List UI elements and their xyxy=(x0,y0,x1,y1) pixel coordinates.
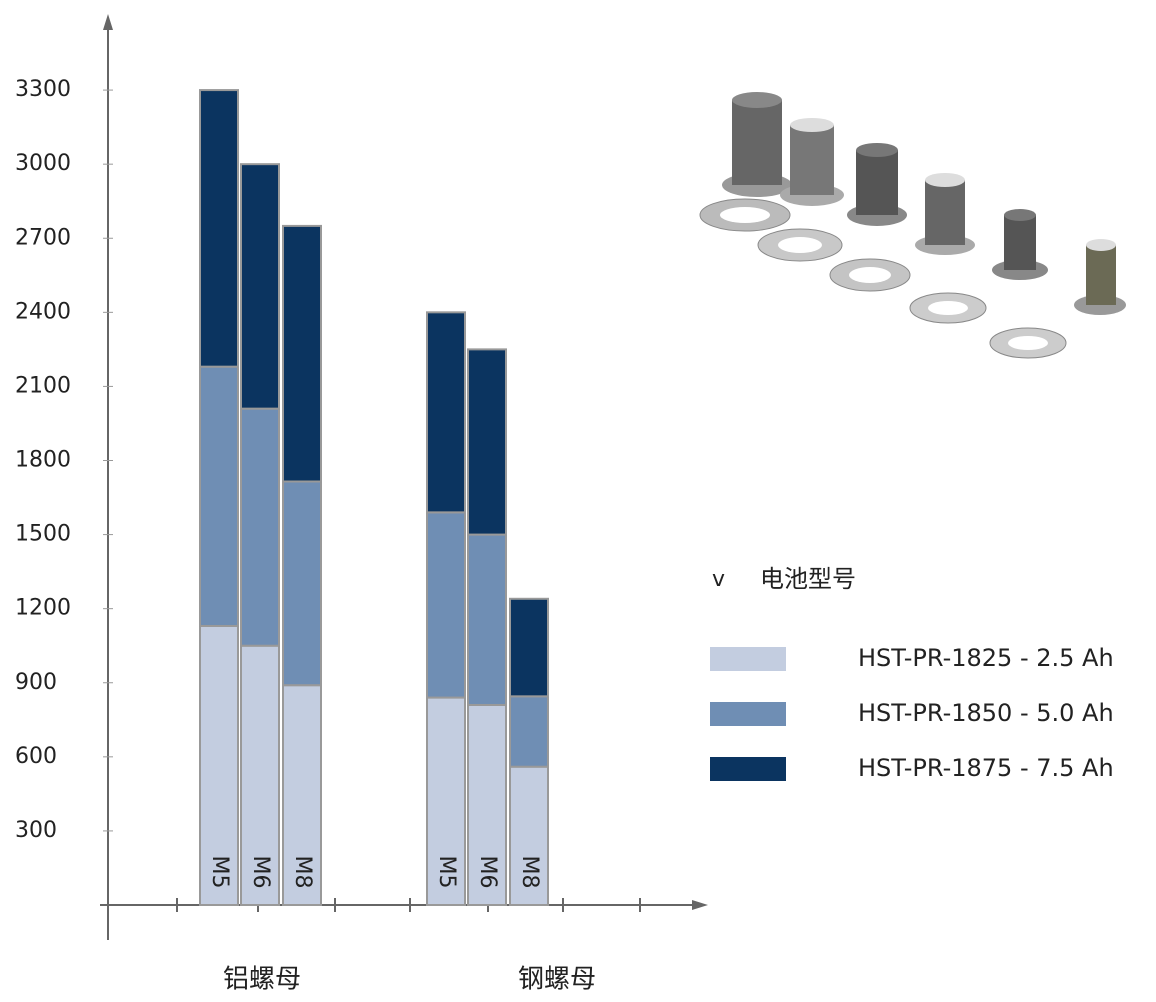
y-tick-label: 1500 xyxy=(15,522,71,547)
bar-segment xyxy=(467,348,507,536)
y-tick-label: 300 xyxy=(15,818,57,843)
legend-label: HST-PR-1875 - 7.5 Ah xyxy=(858,754,1114,782)
group-label: 钢螺母 xyxy=(518,965,596,995)
product-photo xyxy=(699,92,1126,359)
y-tick-label: 2700 xyxy=(15,225,71,250)
bar-segment xyxy=(509,597,549,698)
y-tick-label: 1800 xyxy=(15,448,71,473)
legend-prefix: v xyxy=(712,567,725,592)
bar-segment xyxy=(240,407,280,647)
bar-segment xyxy=(426,696,466,906)
bar-label: M5 xyxy=(207,856,232,889)
bar-label: M8 xyxy=(517,856,542,889)
legend-label: HST-PR-1850 - 5.0 Ah xyxy=(858,699,1114,727)
legend-label: HST-PR-1825 - 2.5 Ah xyxy=(858,644,1114,672)
legend-swatch xyxy=(710,647,786,671)
y-tick-label: 3000 xyxy=(15,151,71,176)
y-tick-label: 2400 xyxy=(15,299,71,324)
y-tick-label: 2100 xyxy=(15,373,71,398)
bar-segment xyxy=(509,695,549,768)
bar-label: M8 xyxy=(290,856,315,889)
bar-label: M5 xyxy=(434,856,459,889)
bar-segment xyxy=(240,163,280,410)
bar-segment xyxy=(199,624,239,906)
bar-segment xyxy=(282,224,322,483)
bar-segment xyxy=(240,644,280,906)
bar-segment xyxy=(426,311,466,514)
bar-segment xyxy=(426,511,466,699)
bar-label: M6 xyxy=(248,856,273,889)
group-label: 铝螺母 xyxy=(223,965,301,995)
y-axis-arrow xyxy=(103,14,113,30)
bar-segment xyxy=(467,533,507,706)
bar-segment xyxy=(467,703,507,906)
bar-segment xyxy=(282,480,322,687)
bar-segment xyxy=(509,765,549,907)
legend-swatch xyxy=(710,702,786,726)
y-tick-label: 3300 xyxy=(15,77,71,102)
y-tick-label: 900 xyxy=(15,670,57,695)
legend-swatch xyxy=(710,757,786,781)
y-tick-label: 1200 xyxy=(15,596,71,621)
bar-segment xyxy=(199,365,239,627)
bar-label: M6 xyxy=(475,856,500,889)
legend-title: 电池型号 xyxy=(760,565,856,593)
bar-segment xyxy=(199,89,239,368)
x-axis-arrow xyxy=(692,900,708,910)
y-tick-label: 600 xyxy=(15,744,57,769)
